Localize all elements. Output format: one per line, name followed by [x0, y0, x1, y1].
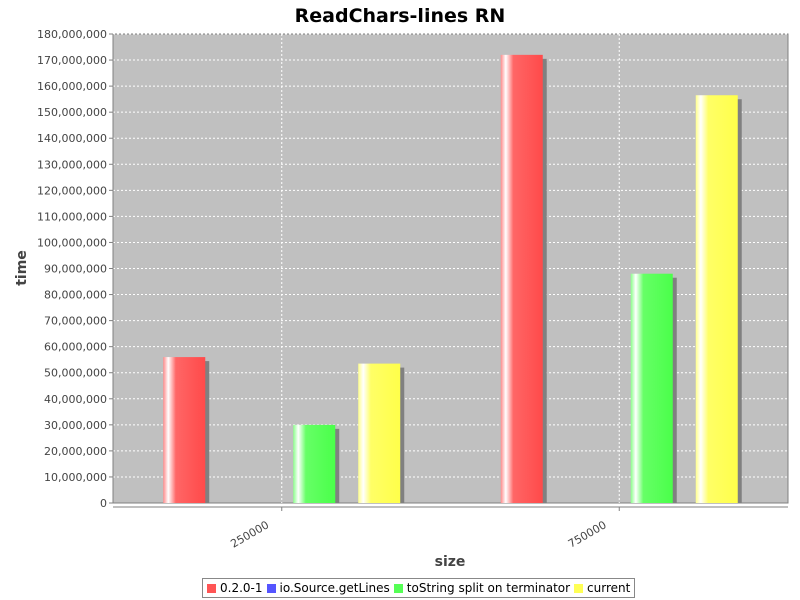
y-tick-label: 120,000,000 — [37, 184, 107, 197]
legend-item: io.Source.getLines — [266, 581, 390, 595]
y-tick-label: 40,000,000 — [44, 393, 107, 406]
legend-label: 0.2.0-1 — [220, 581, 263, 595]
bar-current — [695, 95, 738, 503]
y-tick-label: 110,000,000 — [37, 210, 107, 223]
y-tick-label: 30,000,000 — [44, 419, 107, 432]
legend-swatch — [393, 583, 403, 593]
bar-tostring-split-on-terminator — [293, 424, 336, 503]
y-axis-label: time — [14, 250, 30, 286]
y-tick-label: 60,000,000 — [44, 341, 107, 354]
y-tick-label: 140,000,000 — [37, 132, 107, 145]
legend-item: 0.2.0-1 — [207, 581, 263, 595]
bars — [163, 54, 742, 503]
x-tick-label: 250000 — [228, 518, 271, 550]
y-tick-label: 20,000,000 — [44, 445, 107, 458]
y-tick-label: 80,000,000 — [44, 289, 107, 302]
bar-tostring-split-on-terminator — [630, 273, 673, 503]
chart-title: ReadChars-lines RN — [295, 5, 506, 27]
y-tick-label: 70,000,000 — [44, 315, 107, 328]
legend-swatch — [574, 583, 584, 593]
y-tick-label: 160,000,000 — [37, 80, 107, 93]
x-axis-label: size — [435, 554, 466, 570]
bar-0-2-0-1 — [163, 357, 206, 503]
y-tick-label: 90,000,000 — [44, 263, 107, 276]
y-tick-label: 100,000,000 — [37, 236, 107, 249]
y-axis-ticks: 0 10,000,000 20,000,000 30,000,000 40,000,00… — [37, 28, 113, 510]
y-tick-label: 180,000,000 — [37, 28, 107, 41]
x-axis-ticks: 250000 750000 — [228, 507, 620, 551]
legend-label: io.Source.getLines — [279, 581, 390, 595]
y-tick-label: 50,000,000 — [44, 367, 107, 380]
y-tick-label: 10,000,000 — [44, 471, 107, 484]
legend-item: current — [574, 581, 630, 595]
grid-lines — [113, 33, 788, 503]
bar-0-2-0-1 — [500, 54, 543, 503]
legend-item: toString split on terminator — [393, 581, 571, 595]
x-tick-label: 750000 — [566, 518, 609, 550]
legend-label: current — [587, 581, 631, 595]
legend-swatch — [207, 583, 216, 593]
bar-current — [358, 363, 401, 503]
y-tick-label: 0 — [100, 497, 107, 510]
legend-label: toString split on terminator — [406, 581, 571, 595]
y-tick-label: 150,000,000 — [37, 106, 107, 119]
legend-swatch — [266, 583, 276, 593]
legend: 0.2.0-1 io.Source.getLines toString spli… — [202, 578, 636, 598]
y-tick-label: 170,000,000 — [37, 54, 107, 67]
y-tick-label: 130,000,000 — [37, 158, 107, 171]
